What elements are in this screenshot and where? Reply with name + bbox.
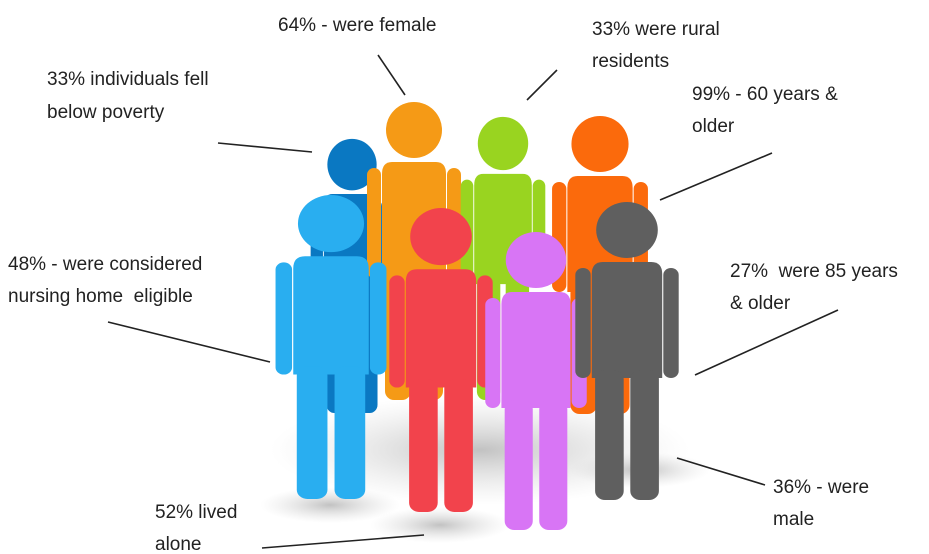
label: nursing home eligible (8, 286, 193, 307)
label: male (773, 509, 814, 530)
leader-lines (107, 54, 839, 549)
label: below poverty (47, 102, 165, 123)
label: alone (155, 534, 202, 554)
label: 27% were 85 years (730, 261, 898, 282)
label: older (692, 116, 735, 137)
label: 52% lived (155, 502, 237, 523)
label: 33% were rural (592, 19, 720, 40)
label: 64% - were female (278, 15, 436, 36)
label: 99% - 60 years & (692, 84, 838, 105)
label: & older (730, 293, 791, 314)
label: 33% individuals fell (47, 69, 209, 90)
label: residents (592, 51, 669, 72)
label: 48% - were considered (8, 254, 202, 275)
labels: 64% - were female 33% were rural residen… (8, 15, 898, 554)
label: 36% - were (773, 477, 869, 498)
